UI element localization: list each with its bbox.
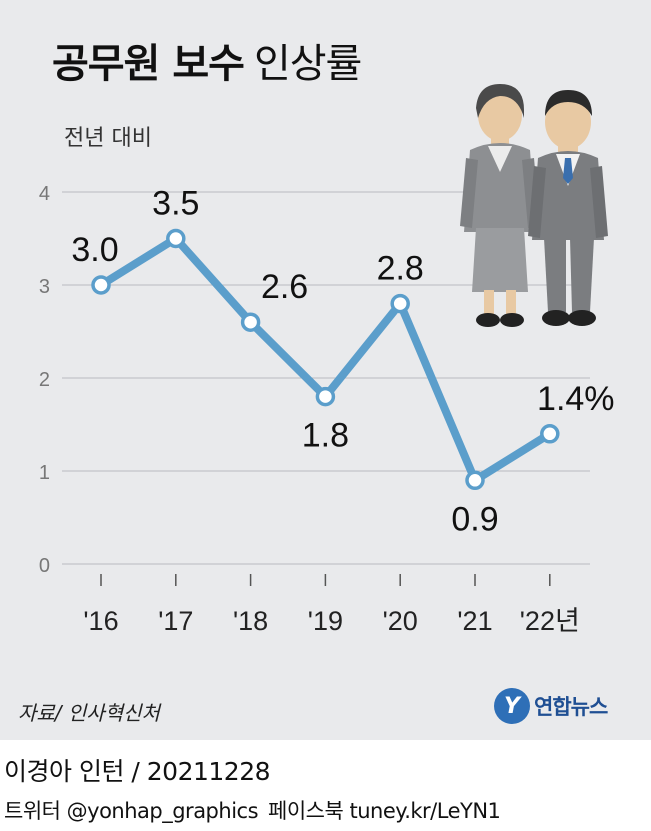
logo-mark-icon: Y xyxy=(494,688,530,724)
y-tick-label: 3 xyxy=(39,276,50,298)
twitter-handle: 트위터 @yonhap_graphics xyxy=(4,799,259,823)
facebook-link: 페이스북 tuney.kr/LeYN1 xyxy=(268,799,501,823)
chart-panel: 공무원 보수 인상률 전년 대비 0 1 2 3 4 '16 '17 '18 '19 '20 '21… xyxy=(0,0,651,740)
data-point xyxy=(315,386,336,407)
data-point xyxy=(540,424,560,444)
title-bold: 공무원 보수 xyxy=(52,41,245,87)
x-tick-label: '19 xyxy=(308,606,343,636)
line-chart: 0 1 2 3 4 '16 '17 '18 '19 '20 '21 '22년 xyxy=(39,84,615,636)
x-tick-label: '22년 xyxy=(520,606,580,636)
x-tick-label: '20 xyxy=(383,606,418,636)
woman-figure xyxy=(460,84,540,327)
x-tick-label: '21 xyxy=(457,606,492,636)
chart-title: 공무원 보수 인상률 xyxy=(52,41,362,87)
data-point xyxy=(166,228,186,249)
man-figure xyxy=(528,90,608,326)
x-tick-label: '16 xyxy=(83,606,118,636)
y-tick-label: 1 xyxy=(39,462,50,484)
y-tick-label: 2 xyxy=(39,369,50,391)
data-label: 1.4% xyxy=(537,380,615,418)
data-label: 1.8 xyxy=(302,417,349,455)
data-point xyxy=(465,470,485,491)
x-axis: '16 '17 '18 '19 '20 '21 '22년 xyxy=(83,574,580,636)
x-tick-label: '18 xyxy=(233,606,268,636)
social-line: 트위터 @yonhap_graphics 페이스북 tuney.kr/LeYN1 xyxy=(4,795,510,825)
data-point xyxy=(240,312,261,332)
x-tick-label: '17 xyxy=(158,606,193,636)
data-label: 3.0 xyxy=(71,231,118,269)
y-tick-label: 4 xyxy=(39,183,50,205)
data-label: 0.9 xyxy=(451,500,498,538)
data-point xyxy=(91,275,111,295)
logo-text: 연합뉴스 xyxy=(534,695,608,719)
title-light: 인상률 xyxy=(253,41,362,87)
data-label: 2.8 xyxy=(377,250,424,288)
source-note: 자료/ 인사혁신처 xyxy=(18,701,160,725)
y-tick-labels: 0 1 2 3 4 xyxy=(39,183,50,577)
y-tick-label: 0 xyxy=(39,555,50,577)
data-labels: 3.0 3.5 2.6 1.8 2.8 0.9 1.4% xyxy=(71,185,614,539)
data-label: 3.5 xyxy=(152,185,199,223)
data-label: 2.6 xyxy=(261,268,308,306)
credit-line: 이경아 인턴 / 20211228 xyxy=(4,757,271,786)
data-point xyxy=(390,293,410,314)
y-axis-unit-label: 전년 대비 xyxy=(64,126,152,151)
data-points xyxy=(91,228,560,491)
two-office-workers-illustration xyxy=(460,84,608,327)
yonhap-logo: Y 연합뉴스 xyxy=(494,686,608,726)
